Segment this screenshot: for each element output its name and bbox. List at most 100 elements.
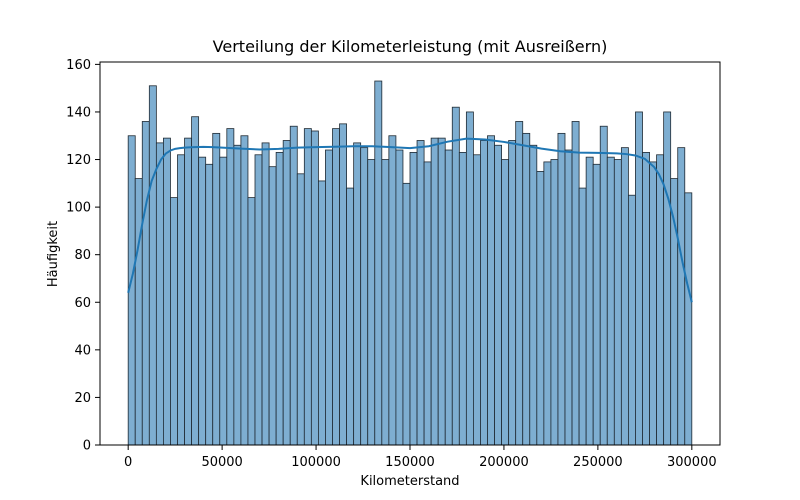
x-tick-label: 200000 (479, 455, 529, 470)
x-axis-ticks: 0 50000 100000 150000 200000 250000 300000 (124, 445, 717, 470)
histogram-bar (684, 192, 693, 446)
histogram-bar (501, 159, 510, 446)
histogram-bar (409, 151, 418, 446)
histogram-bar (261, 142, 270, 446)
x-tick-label: 50000 (201, 455, 242, 470)
histogram-bar (444, 149, 453, 446)
histogram-bar (515, 121, 524, 446)
y-tick-label: 160 (66, 58, 91, 73)
histogram-bar (458, 151, 467, 446)
histogram-bar (254, 154, 263, 446)
histogram-bar (325, 149, 333, 446)
histogram-bar (585, 156, 594, 446)
histogram-bar (388, 135, 397, 446)
histogram-bar (198, 156, 207, 446)
histogram-bar (437, 137, 446, 446)
histogram-bar (550, 159, 559, 446)
histogram-bar (543, 161, 552, 446)
histogram-bar (155, 142, 164, 446)
y-tick-label: 120 (66, 153, 91, 168)
histogram-bar (451, 106, 460, 446)
x-tick-label: 300000 (667, 455, 717, 470)
histogram-bar (620, 147, 629, 446)
histogram-bar (564, 149, 573, 446)
histogram-bar (374, 80, 383, 446)
histogram-bar (282, 140, 291, 446)
histogram-bar (219, 156, 228, 446)
x-axis-label: Kilometerstand (360, 474, 459, 489)
histogram-bar (303, 128, 312, 446)
y-tick-label: 60 (74, 296, 91, 311)
histogram-bar (599, 125, 608, 446)
x-tick-label: 0 (124, 455, 132, 470)
histogram-bar (170, 197, 178, 446)
histogram-bar (642, 151, 650, 446)
histogram-bar (360, 147, 369, 446)
y-axis-ticks: 0 20 40 60 80 100 120 140 160 (66, 58, 100, 454)
histogram-bar (628, 194, 636, 446)
x-tick-label: 100000 (291, 455, 341, 470)
histogram-bar (296, 173, 305, 446)
histogram-bar (247, 197, 256, 446)
histogram-bar (402, 182, 411, 446)
histogram-bar (613, 159, 622, 446)
histogram-bar (268, 166, 277, 446)
histogram-bar (318, 180, 326, 446)
histogram-bar (677, 147, 686, 446)
histogram-bar (480, 140, 488, 446)
axes: 0 50000 100000 150000 200000 250000 300000 0 20… (66, 58, 721, 470)
histogram-bar (289, 125, 298, 446)
kde-curve (127, 137, 693, 303)
histogram-bar (536, 171, 545, 446)
histogram-bar (557, 132, 566, 446)
histogram-bar (233, 144, 242, 446)
histogram-bar (339, 123, 347, 446)
histogram-bar (508, 140, 517, 446)
histogram-bar (423, 161, 432, 446)
histogram-bar (381, 159, 390, 446)
histogram-bar (663, 111, 672, 446)
histogram-bar (473, 154, 481, 446)
histogram-bar (141, 121, 150, 446)
y-tick-label: 0 (83, 439, 91, 454)
histogram-bar (430, 137, 439, 446)
y-tick-label: 140 (66, 105, 91, 120)
histogram-bar (494, 144, 502, 446)
histogram-bar (395, 149, 404, 446)
histogram-bar (205, 163, 214, 446)
histogram-bar (240, 135, 249, 446)
histogram-bar (656, 154, 665, 446)
histogram-bar (148, 85, 157, 446)
x-tick-label: 150000 (385, 455, 435, 470)
histogram-bar (487, 135, 495, 446)
histogram-bar (465, 111, 474, 446)
histogram-bar (226, 128, 235, 446)
y-tick-label: 80 (74, 248, 91, 263)
histogram-bar (635, 111, 643, 446)
histogram-bar (529, 144, 538, 446)
histogram-bar (416, 140, 425, 446)
histogram-bar (353, 142, 362, 446)
histogram-bar (571, 121, 580, 446)
histogram-bar (212, 132, 221, 446)
x-tick-label: 250000 (573, 455, 623, 470)
histogram-bar (310, 130, 319, 446)
histogram-bar (578, 187, 587, 446)
y-axis-label: Häufigkeit (46, 221, 61, 287)
histogram-bar (367, 159, 376, 446)
histogram-bar (191, 116, 200, 446)
y-tick-label: 100 (66, 201, 91, 216)
histogram-bar (184, 137, 192, 446)
histogram-bar (649, 161, 657, 446)
histogram-bar (275, 151, 284, 446)
y-tick-label: 40 (74, 343, 91, 358)
y-tick-label: 20 (74, 391, 91, 406)
histogram-bar (332, 128, 340, 446)
histogram-bar (163, 137, 171, 446)
histogram-bar (346, 187, 355, 446)
histogram-bar (592, 163, 601, 446)
histogram-bar (606, 156, 615, 446)
histogram-bars (127, 80, 693, 446)
chart-title: Verteilung der Kilometerleistung (mit Au… (213, 37, 608, 56)
